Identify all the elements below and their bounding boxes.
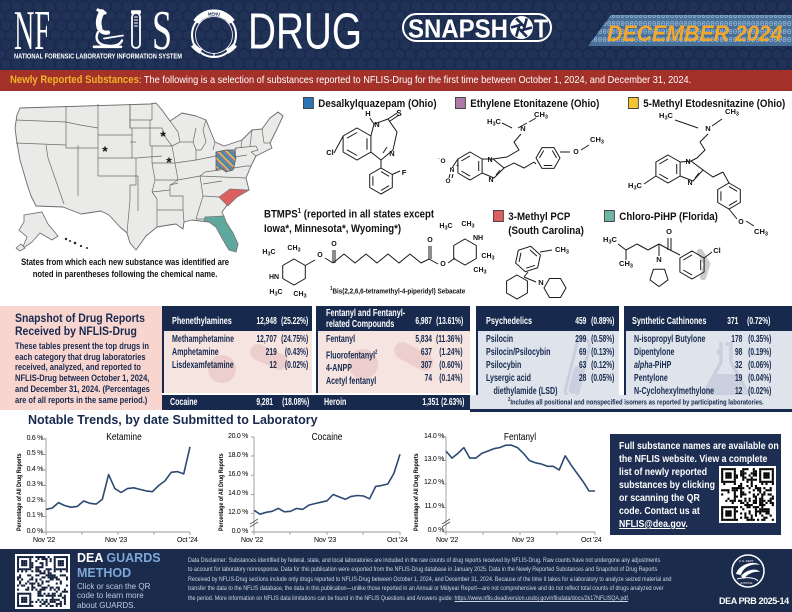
svg-text:H3C: H3C — [603, 235, 617, 246]
svg-text:H: H — [365, 109, 370, 118]
svg-text:S: S — [396, 109, 402, 118]
svg-text:O: O — [445, 178, 450, 185]
svg-text:O: O — [317, 252, 323, 259]
svg-text:CH3: CH3 — [481, 253, 494, 262]
svg-text:DRUG: DRUG — [248, 3, 362, 60]
svg-text:N: N — [705, 124, 710, 133]
svg-text:N: N — [538, 278, 543, 287]
svg-text:H3C: H3C — [487, 117, 501, 128]
svg-text:NH: NH — [473, 235, 483, 242]
svg-text:NATIONAL FORENSIC LABORATORY I: NATIONAL FORENSIC LABORATORY INFORMATION… — [14, 52, 182, 61]
svg-text:MENU: MENU — [208, 12, 220, 17]
svg-text:O: O — [331, 241, 337, 248]
svg-text:SNAPSH: SNAPSH — [408, 14, 508, 44]
svg-text:F: F — [402, 168, 407, 177]
svg-text:H3C: H3C — [269, 289, 282, 298]
svg-text:*: * — [166, 154, 172, 170]
svg-text:CH3: CH3 — [754, 227, 768, 238]
svg-text:CH3: CH3 — [473, 267, 486, 276]
svg-text:NF: NF — [14, 0, 50, 62]
svg-text:N: N — [488, 177, 493, 184]
svg-text:HN: HN — [269, 274, 279, 281]
svg-text:H3C: H3C — [439, 223, 452, 232]
svg-text:O: O — [440, 158, 445, 165]
svg-text:T: T — [534, 14, 548, 44]
svg-text:S: S — [152, 0, 172, 62]
svg-text:N: N — [389, 149, 394, 158]
svg-text:O: O — [573, 149, 579, 156]
svg-text:+: + — [456, 163, 459, 169]
svg-text:N: N — [656, 255, 661, 264]
svg-text:CH3: CH3 — [293, 291, 306, 300]
svg-text:N: N — [520, 124, 525, 133]
svg-text:-: - — [438, 156, 440, 162]
svg-text:N: N — [374, 120, 379, 129]
svg-text:*: * — [102, 143, 108, 159]
svg-text:CH3: CH3 — [725, 107, 739, 118]
svg-text:CH3: CH3 — [461, 221, 474, 230]
svg-text:O: O — [738, 219, 744, 226]
svg-text:N: N — [685, 159, 690, 166]
svg-text:CH3: CH3 — [534, 110, 548, 121]
svg-text:H3C: H3C — [659, 111, 673, 122]
svg-text:N: N — [487, 157, 492, 164]
svg-text:N: N — [687, 180, 692, 187]
svg-text:O: O — [427, 237, 433, 244]
svg-text:N: N — [450, 167, 455, 174]
svg-text:CH3: CH3 — [619, 259, 633, 270]
svg-text:H3C: H3C — [628, 181, 642, 192]
svg-text:H3C: H3C — [262, 249, 275, 258]
svg-text:CH3: CH3 — [287, 245, 300, 254]
svg-text:Cl: Cl — [326, 148, 334, 157]
svg-text:O: O — [666, 227, 672, 236]
svg-text:JUSTICE: JUSTICE — [740, 581, 753, 585]
svg-text:O: O — [440, 261, 446, 268]
svg-text:CH3: CH3 — [555, 245, 569, 256]
svg-text:*: * — [160, 128, 166, 144]
svg-text:CH3: CH3 — [590, 135, 604, 146]
svg-text:Cl: Cl — [713, 246, 721, 255]
svg-text:U.S. DEPT: U.S. DEPT — [739, 559, 754, 563]
